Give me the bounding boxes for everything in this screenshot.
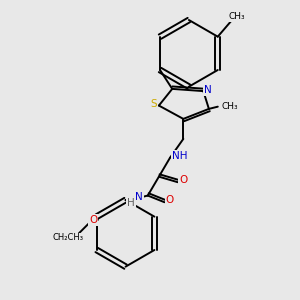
Text: S: S	[150, 99, 157, 110]
Text: NH: NH	[172, 151, 188, 160]
Text: N: N	[204, 85, 212, 95]
Text: O: O	[166, 195, 174, 205]
Text: CH₃: CH₃	[228, 12, 245, 21]
Text: H: H	[127, 198, 135, 208]
Text: O: O	[179, 175, 188, 185]
Text: O: O	[89, 215, 98, 225]
Text: N: N	[135, 192, 143, 202]
Text: CH₃: CH₃	[222, 102, 238, 111]
Text: CH₂CH₃: CH₂CH₃	[52, 233, 83, 242]
